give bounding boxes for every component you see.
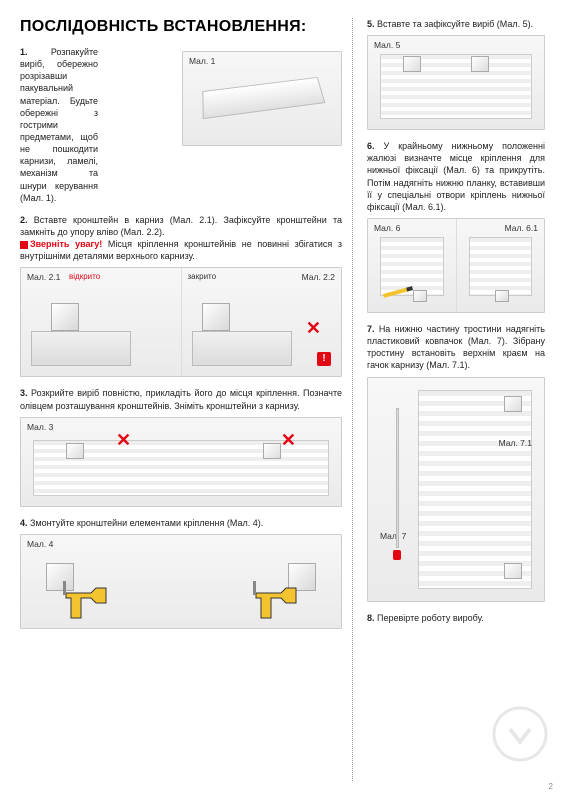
warning-icon — [20, 241, 28, 249]
fig-6-left: Мал. 6 — [368, 219, 457, 312]
fig-2-2: закрито Мал. 2.2 ✕ ! — [182, 268, 342, 376]
step-2-body: Вставте кронштейн в карниз (Мал. 2.1). З… — [20, 215, 342, 237]
drill-icon-right — [251, 573, 301, 623]
bracket-5b — [471, 56, 489, 72]
step-8-num: 8. — [367, 613, 375, 623]
step-2-num: 2. — [20, 215, 28, 225]
instruction-page: ПОСЛІДОВНІСТЬ ВСТАНОВЛЕННЯ: 1. Розпакуйт… — [0, 0, 565, 799]
watermark-icon — [490, 704, 550, 769]
right-column: 5. Вставте та зафіксуйте виріб (Мал. 5).… — [353, 18, 545, 781]
fig61-label: Мал. 6.1 — [505, 223, 538, 233]
fig21-label: Мал. 2.1 — [27, 272, 60, 282]
step-1-body: Розпакуйте виріб, обережно розрізавши па… — [20, 47, 98, 203]
lower-bracket-61 — [495, 290, 509, 302]
open-label: відкрито — [69, 272, 100, 281]
fig5-label: Мал. 5 — [374, 40, 400, 50]
drill-icon-left — [61, 573, 111, 623]
page-title: ПОСЛІДОВНІСТЬ ВСТАНОВЛЕННЯ: — [20, 18, 342, 36]
bracket-3b — [263, 443, 281, 459]
fig1-label: Мал. 1 — [189, 56, 215, 66]
fig-6-right: Мал. 6.1 — [457, 219, 545, 312]
step-6: 6. У крайньому нижньому положенні жалюзі… — [367, 140, 545, 313]
bracket-5a — [403, 56, 421, 72]
step-4: 4. Змонтуйте кронштейни елементами кріпл… — [20, 517, 342, 629]
x-mark-icon: ✕ — [306, 318, 321, 339]
x-mark-3a: ✕ — [116, 430, 131, 451]
step-8-text: 8. Перевірте роботу виробу. — [367, 612, 545, 624]
bracket-closed — [202, 303, 230, 331]
fig-2-1: Мал. 2.1 відкрито — [21, 268, 182, 376]
step-2: 2. Вставте кронштейн в карниз (Мал. 2.1)… — [20, 214, 342, 378]
step-2-text: 2. Вставте кронштейн в карниз (Мал. 2.1)… — [20, 214, 342, 238]
step-3-body: Розкрийте виріб повністю, прикладіть йог… — [20, 388, 342, 410]
rail-2-2 — [192, 331, 292, 366]
step-4-num: 4. — [20, 518, 28, 528]
step-5: 5. Вставте та зафіксуйте виріб (Мал. 5).… — [367, 18, 545, 130]
step-8-body: Перевірте роботу виробу. — [377, 613, 484, 623]
figure-6: Мал. 6 Мал. 6.1 — [367, 218, 545, 313]
step-1: 1. Розпакуйте виріб, обережно розрізавши… — [20, 46, 342, 204]
close-label: закрито — [188, 272, 217, 281]
step-5-body: Вставте та зафіксуйте виріб (Мал. 5). — [377, 19, 533, 29]
lower-bracket-6 — [413, 290, 427, 302]
step-4-body: Змонтуйте кронштейни елементами кріпленн… — [30, 518, 263, 528]
step-2-warning: Зверніть увагу! Місця кріплення кронштей… — [20, 238, 342, 262]
rail-2-1 — [31, 331, 131, 366]
bracket-open — [51, 303, 79, 331]
page-number: 2 — [549, 782, 553, 791]
step-6-num: 6. — [367, 141, 375, 151]
figure-2: Мал. 2.1 відкрито закрито Мал. 2.2 ✕ ! — [20, 267, 342, 377]
step-7: 7. На нижню частину тростини надягніть п… — [367, 323, 545, 602]
warn-box-icon: ! — [317, 352, 331, 366]
fig3-label: Мал. 3 — [27, 422, 53, 432]
step-1-text: 1. Розпакуйте виріб, обережно розрізавши… — [20, 46, 98, 204]
blinds-illustration-7 — [418, 390, 532, 589]
step-7-body: На нижню частину тростини надягніть плас… — [367, 324, 545, 370]
step-4-text: 4. Змонтуйте кронштейни елементами кріпл… — [20, 517, 342, 529]
fig6-label: Мал. 6 — [374, 223, 400, 233]
step-5-text: 5. Вставте та зафіксуйте виріб (Мал. 5). — [367, 18, 545, 30]
figure-7: Мал. 7 Мал. 7.1 — [367, 377, 545, 602]
wand-illustration — [396, 408, 399, 548]
wand-cap-icon — [393, 550, 401, 560]
figure-5: Мал. 5 — [367, 35, 545, 130]
bracket-3a — [66, 443, 84, 459]
fig4-label: Мал. 4 — [27, 539, 53, 549]
step-8: 8. Перевірте роботу виробу. — [367, 612, 545, 624]
fig7-label: Мал. 7 — [380, 531, 406, 541]
fig71-label: Мал. 7.1 — [499, 438, 532, 448]
x-mark-3b: ✕ — [281, 430, 296, 451]
hook-71-top — [504, 396, 522, 412]
rail-illustration — [202, 77, 325, 119]
step-6-text: 6. У крайньому нижньому положенні жалюзі… — [367, 140, 545, 213]
step-3-num: 3. — [20, 388, 28, 398]
hook-71-bottom — [504, 563, 522, 579]
step-5-num: 5. — [367, 19, 375, 29]
figure-1: Мал. 1 — [182, 51, 342, 146]
fig22-label: Мал. 2.2 — [302, 272, 335, 282]
step-3-text: 3. Розкрийте виріб повністю, прикладіть … — [20, 387, 342, 411]
left-column: ПОСЛІДОВНІСТЬ ВСТАНОВЛЕННЯ: 1. Розпакуйт… — [20, 18, 353, 781]
step-3: 3. Розкрийте виріб повністю, прикладіть … — [20, 387, 342, 506]
step-7-text: 7. На нижню частину тростини надягніть п… — [367, 323, 545, 372]
figure-3: Мал. 3 ✕ ✕ — [20, 417, 342, 507]
warn-label: Зверніть увагу! — [30, 239, 102, 249]
blinds-61 — [469, 237, 533, 296]
figure-4: Мал. 4 — [20, 534, 342, 629]
step-6-body: У крайньому нижньому положенні жалюзі ви… — [367, 141, 545, 212]
step-7-num: 7. — [367, 324, 375, 334]
step-1-num: 1. — [20, 47, 28, 57]
